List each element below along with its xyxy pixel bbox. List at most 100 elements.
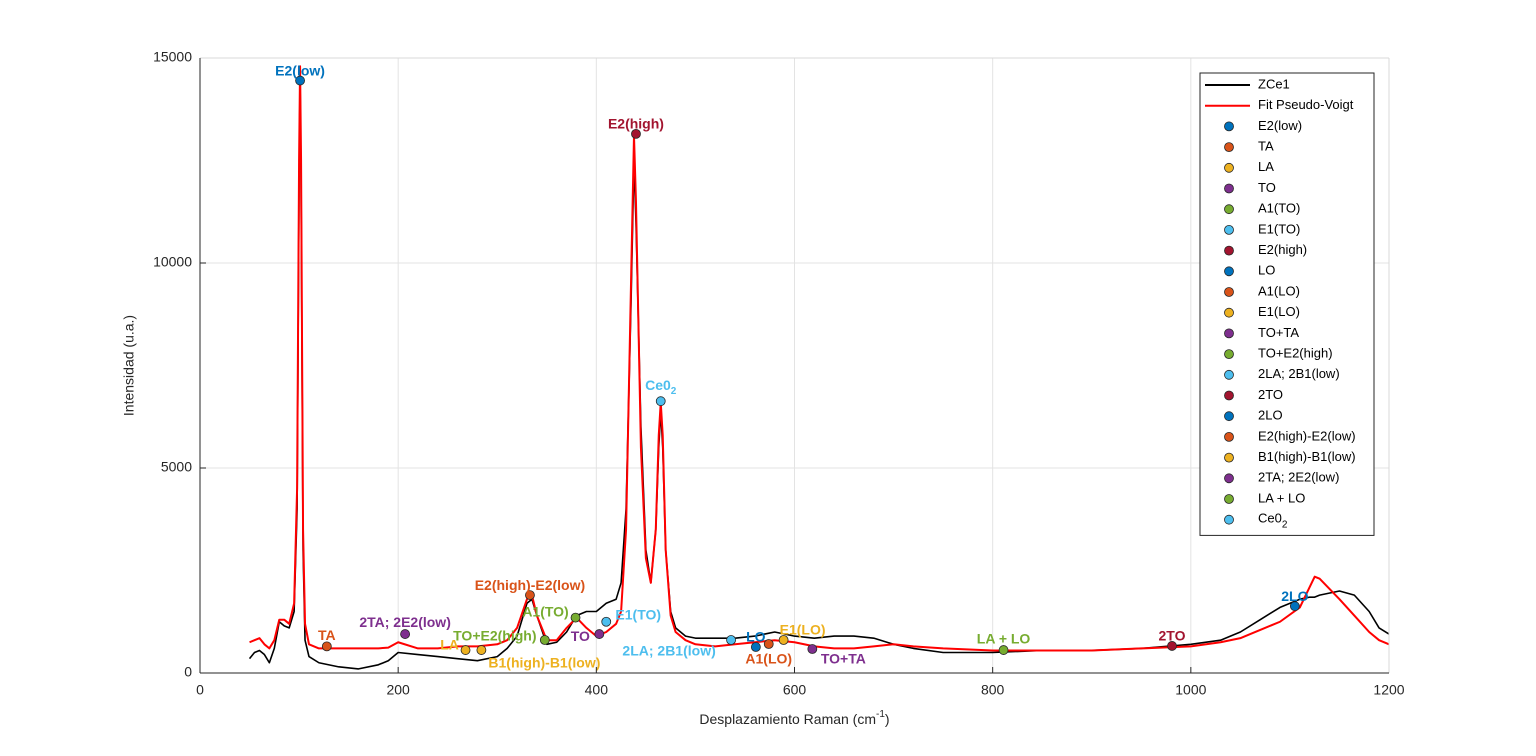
marker [655, 396, 666, 407]
marker [539, 635, 550, 645]
annotation-part: 2 [671, 386, 677, 397]
annotation: A1(LO) [745, 651, 792, 667]
legend-swatch [1224, 494, 1234, 504]
marker [807, 644, 818, 654]
annotation: 2LO [1281, 588, 1308, 604]
axes: 0 200 400 600 800 1000 1200 0 5000 10000 15000 Desp… [121, 49, 1405, 727]
marker [1289, 601, 1300, 612]
legend-swatch [1224, 121, 1234, 132]
marker [601, 616, 612, 627]
legend-swatch [1224, 204, 1234, 215]
y-tick-label: 10000 [153, 254, 192, 270]
legend-swatch [1224, 452, 1234, 463]
legend-swatch [1224, 328, 1234, 339]
annotation: E2(high)-E2(low) [475, 577, 585, 593]
marker [778, 635, 789, 645]
x-tick-label: 400 [585, 682, 609, 698]
marker [726, 635, 736, 645]
legend-swatch [1224, 431, 1234, 442]
legend-label: 2TO [1258, 387, 1283, 402]
legend-swatch [1224, 411, 1234, 422]
annotation: TA [318, 627, 336, 643]
legend-label: LO [1258, 263, 1275, 278]
x-axis-label-part: ) [885, 711, 890, 727]
legend-swatch [1224, 390, 1234, 401]
annotation: Ce02 [645, 377, 677, 397]
legend-label: TA [1258, 139, 1274, 154]
legend-label: TO+E2(high) [1258, 346, 1333, 361]
annotation: A1(TO) [522, 603, 568, 619]
legend-swatch [1224, 224, 1234, 235]
marker [525, 590, 535, 600]
y-axis-label: Intensidad (u.a.) [121, 315, 137, 416]
marker [1167, 641, 1177, 651]
marker [460, 645, 471, 655]
marker [400, 629, 411, 639]
x-axis-label-part: Desplazamiento Raman (cm [699, 711, 876, 727]
legend-label: LA [1258, 159, 1274, 174]
legend-label: LA + LO [1258, 490, 1305, 505]
marker [321, 641, 332, 652]
legend-swatch [1224, 183, 1234, 194]
x-tick-label: 1000 [1175, 682, 1206, 698]
legend-label: Fit Pseudo-Voigt [1258, 97, 1354, 112]
x-tick-label: 800 [981, 682, 1005, 698]
annotation: TO+TA [821, 651, 866, 667]
x-tick-label: 1200 [1373, 682, 1404, 698]
legend-swatch [1224, 162, 1234, 173]
annotation: E2(low) [275, 62, 325, 78]
annotation: E2(high) [608, 116, 664, 132]
annotation: B1(high)-B1(low) [488, 655, 600, 671]
data-line [249, 65, 1390, 652]
marker [750, 642, 761, 652]
legend-swatch [1224, 349, 1234, 360]
legend-label: 2LO [1258, 408, 1283, 423]
annotation: TO [571, 628, 590, 644]
x-tick-label: 0 [196, 682, 204, 698]
legend-swatch [1224, 473, 1234, 484]
legend-label: TO+TA [1258, 325, 1299, 340]
legend-swatch [1224, 287, 1234, 297]
legend-label: E1(LO) [1258, 304, 1300, 319]
marker [570, 612, 581, 623]
legend-swatch [1224, 307, 1234, 318]
marker [295, 75, 305, 86]
legend-label: B1(high)-B1(low) [1258, 449, 1356, 464]
marker [631, 128, 641, 139]
marker [763, 639, 774, 649]
y-tick-label: 5000 [161, 459, 192, 475]
legend-label: 2TA; 2E2(low) [1258, 470, 1339, 485]
marker [594, 629, 605, 639]
marker [476, 645, 487, 655]
annotation: 2TA; 2E2(low) [359, 614, 451, 630]
legend-label: E2(low) [1258, 118, 1302, 133]
annotation: LO [746, 629, 766, 645]
legend-label-part: Ce0 [1258, 511, 1282, 526]
legend-label: 2LA; 2B1(low) [1258, 366, 1340, 381]
annotation: LA [440, 637, 459, 653]
x-tick-label: 200 [386, 682, 410, 698]
y-tick-label: 0 [184, 664, 192, 680]
annotation: 2TO [1159, 628, 1186, 644]
legend-swatch [1224, 514, 1234, 525]
annotation: E1(TO) [615, 606, 661, 622]
legend-label: TO [1258, 180, 1276, 195]
legend-swatch [1224, 245, 1234, 256]
legend-label-part: 2 [1282, 520, 1288, 531]
annotation-part: Ce0 [645, 377, 671, 393]
legend-label: A1(LO) [1258, 283, 1300, 298]
legend-label: E2(high) [1258, 242, 1307, 257]
legend-swatch [1224, 266, 1234, 277]
legend: ZCe1 Fit Pseudo-Voigt E2(low) TA LA TO A1(TO) E… [1199, 72, 1375, 536]
y-tick-label: 15000 [153, 49, 192, 65]
legend-label: E2(high)-E2(low) [1258, 428, 1356, 443]
x-axis-label: Desplazamiento Raman (cm-1) [699, 709, 889, 727]
annotation: LA + LO [977, 631, 1031, 647]
annotation: 2LA; 2B1(low) [622, 643, 715, 659]
legend-swatch [1224, 142, 1234, 153]
legend-label: ZCe1 [1258, 76, 1290, 91]
legend-swatch [1224, 369, 1234, 380]
legend-label: Ce02 [1258, 511, 1288, 531]
